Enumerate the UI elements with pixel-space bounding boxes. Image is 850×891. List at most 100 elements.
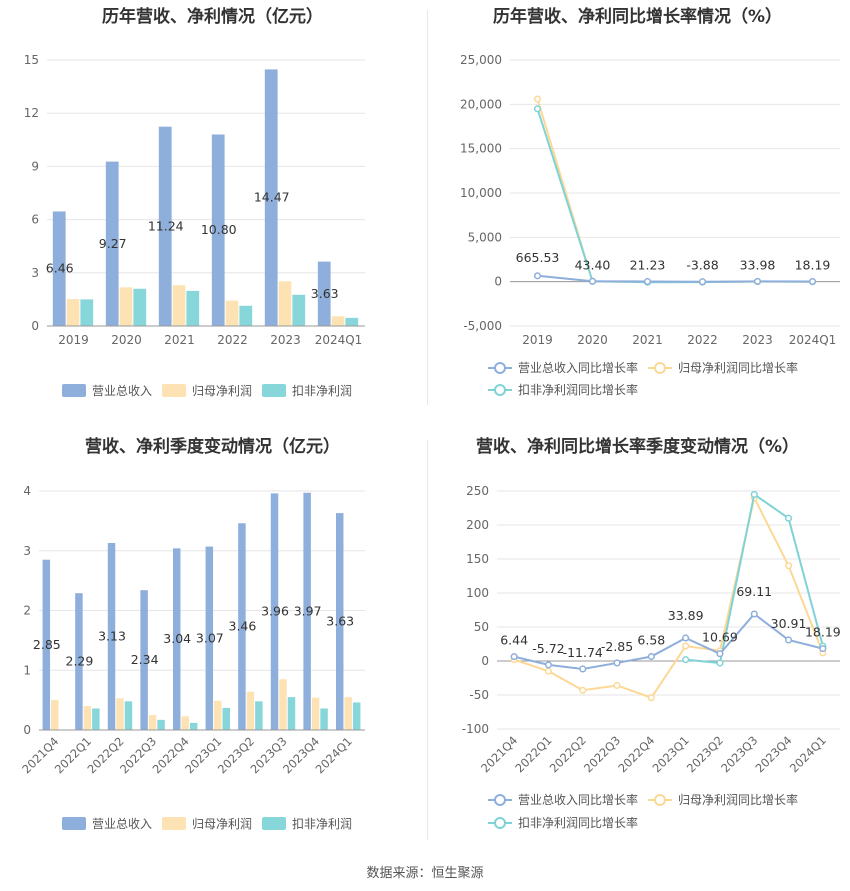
x-tick-label: 2022Q2 — [547, 733, 589, 775]
bar — [172, 548, 181, 730]
data-label: 43.40 — [575, 257, 611, 272]
x-tick-label: 2024Q1 — [315, 333, 363, 347]
legend-swatch — [654, 362, 666, 374]
data-point — [682, 634, 690, 642]
bar — [205, 546, 214, 730]
data-label: 18.19 — [805, 625, 841, 640]
bar — [92, 708, 100, 730]
x-tick-label: 2024Q1 — [789, 333, 837, 347]
bar — [42, 559, 51, 730]
bar — [66, 299, 80, 326]
y-tick-label: 0 — [31, 319, 39, 333]
legend-label: 营业总收入同比增长率 — [518, 360, 638, 375]
legend-label: 扣非净利润 — [292, 384, 352, 398]
series-line — [513, 612, 824, 670]
legend-label: 归母净利润同比增长率 — [678, 792, 798, 807]
y-tick-label: -100 — [462, 722, 489, 736]
quarterly-growth-chart: 营收、净利同比增长率季度变动情况（%） -100 -50 0 50 100 150 200 2… — [425, 430, 850, 860]
data-point — [698, 278, 707, 286]
y-tick-label: 2 — [23, 604, 31, 618]
y-tick-label: 150 — [466, 552, 489, 566]
y-tick-label: 10,000 — [460, 186, 502, 200]
legend-swatch — [654, 794, 666, 806]
x-tick-label: 2022Q3 — [581, 733, 623, 775]
bar — [287, 697, 296, 730]
y-tick-label: 3 — [31, 266, 39, 280]
bar — [270, 493, 279, 730]
data-label: 6.44 — [500, 633, 528, 648]
data-label: -2.85 — [601, 639, 633, 654]
series-line — [513, 494, 824, 699]
bar — [344, 697, 352, 730]
annual-growth-chart: 历年营收、净利同比增长率情况（%） -5,000 0 5,000 10,000 15,0… — [425, 0, 850, 430]
legend-label: 营业总收入 — [92, 384, 152, 398]
data-label: 33.98 — [740, 257, 776, 272]
y-tick-label: 50 — [474, 620, 489, 634]
bar — [158, 126, 172, 326]
data-point — [544, 661, 552, 669]
legend-swatch — [162, 817, 186, 830]
chart-title: 历年营收、净利同比增长率情况（%） — [492, 7, 783, 27]
data-point — [613, 681, 621, 690]
legend-swatch — [162, 384, 186, 397]
data-label: 3.63 — [311, 286, 339, 301]
legend-label: 扣非净利润 — [292, 817, 352, 831]
bar — [214, 700, 222, 730]
data-point — [808, 277, 817, 286]
data-label: 69.11 — [736, 584, 772, 599]
quarterly-revenue-profit-chart: 营收、净利季度变动情况（亿元） 0 1 2 3 4 2021Q4 2022Q1 2022Q2 2… — [0, 430, 425, 860]
bar — [124, 701, 133, 730]
bar — [303, 492, 311, 730]
bar — [331, 316, 345, 326]
x-tick-label: 2021 — [164, 333, 195, 347]
legend-swatch — [262, 817, 286, 830]
data-point — [785, 514, 793, 522]
y-tick-label: 20,000 — [460, 97, 502, 111]
bar — [116, 698, 124, 730]
y-tick-label: 6 — [31, 213, 39, 227]
data-source: 数据来源：恒生聚源 — [366, 866, 484, 881]
x-tick-label: 2023Q2 — [684, 733, 726, 775]
data-label: 10.80 — [201, 222, 237, 237]
x-tick-label: 2023Q1 — [650, 733, 692, 775]
data-point — [785, 562, 793, 570]
bar — [181, 716, 189, 730]
y-tick-label: 12 — [24, 106, 39, 120]
series-line — [537, 274, 813, 283]
legend-swatch — [494, 362, 506, 374]
data-point — [588, 277, 597, 285]
chart-title: 营收、净利季度变动情况（亿元） — [85, 437, 340, 457]
bar — [186, 290, 200, 326]
data-label: 3.63 — [326, 614, 354, 629]
chart-title: 营收、净利同比增长率季度变动情况（%） — [475, 437, 800, 457]
data-point — [510, 653, 518, 661]
data-label: 3.97 — [294, 603, 322, 618]
divider — [427, 440, 428, 840]
annual-line-chart-svg: -5,000 0 5,000 10,000 15,000 20,000 25,000 2019… — [460, 53, 840, 397]
legend-label: 扣非净利润同比增长率 — [518, 382, 638, 397]
data-label: 2.29 — [66, 654, 94, 669]
x-tick-label: 2023Q4 — [752, 733, 794, 775]
bar — [352, 702, 361, 730]
data-point — [533, 105, 542, 113]
data-point — [613, 659, 621, 667]
x-tick-label: 2021Q4 — [478, 733, 520, 775]
y-tick-label: 100 — [466, 586, 489, 600]
data-label: 3.46 — [229, 619, 257, 634]
bar — [292, 294, 306, 326]
y-tick-label: 1 — [23, 663, 31, 677]
chart-title: 历年营收、净利情况（亿元） — [102, 7, 323, 27]
legend-swatch — [494, 794, 506, 806]
data-point — [682, 656, 690, 664]
y-tick-label: 5,000 — [468, 230, 502, 244]
bar — [157, 719, 165, 730]
y-tick-label: 15,000 — [460, 142, 502, 156]
data-label: 21.23 — [630, 257, 666, 272]
legend-swatch — [62, 384, 86, 397]
x-tick-label: 2019 — [58, 333, 89, 347]
data-label: 11.24 — [148, 218, 184, 233]
data-label: 3.04 — [163, 631, 191, 646]
y-tick-label: 4 — [23, 484, 31, 498]
y-tick-label: 9 — [31, 159, 39, 173]
data-label: -11.74 — [563, 645, 603, 660]
